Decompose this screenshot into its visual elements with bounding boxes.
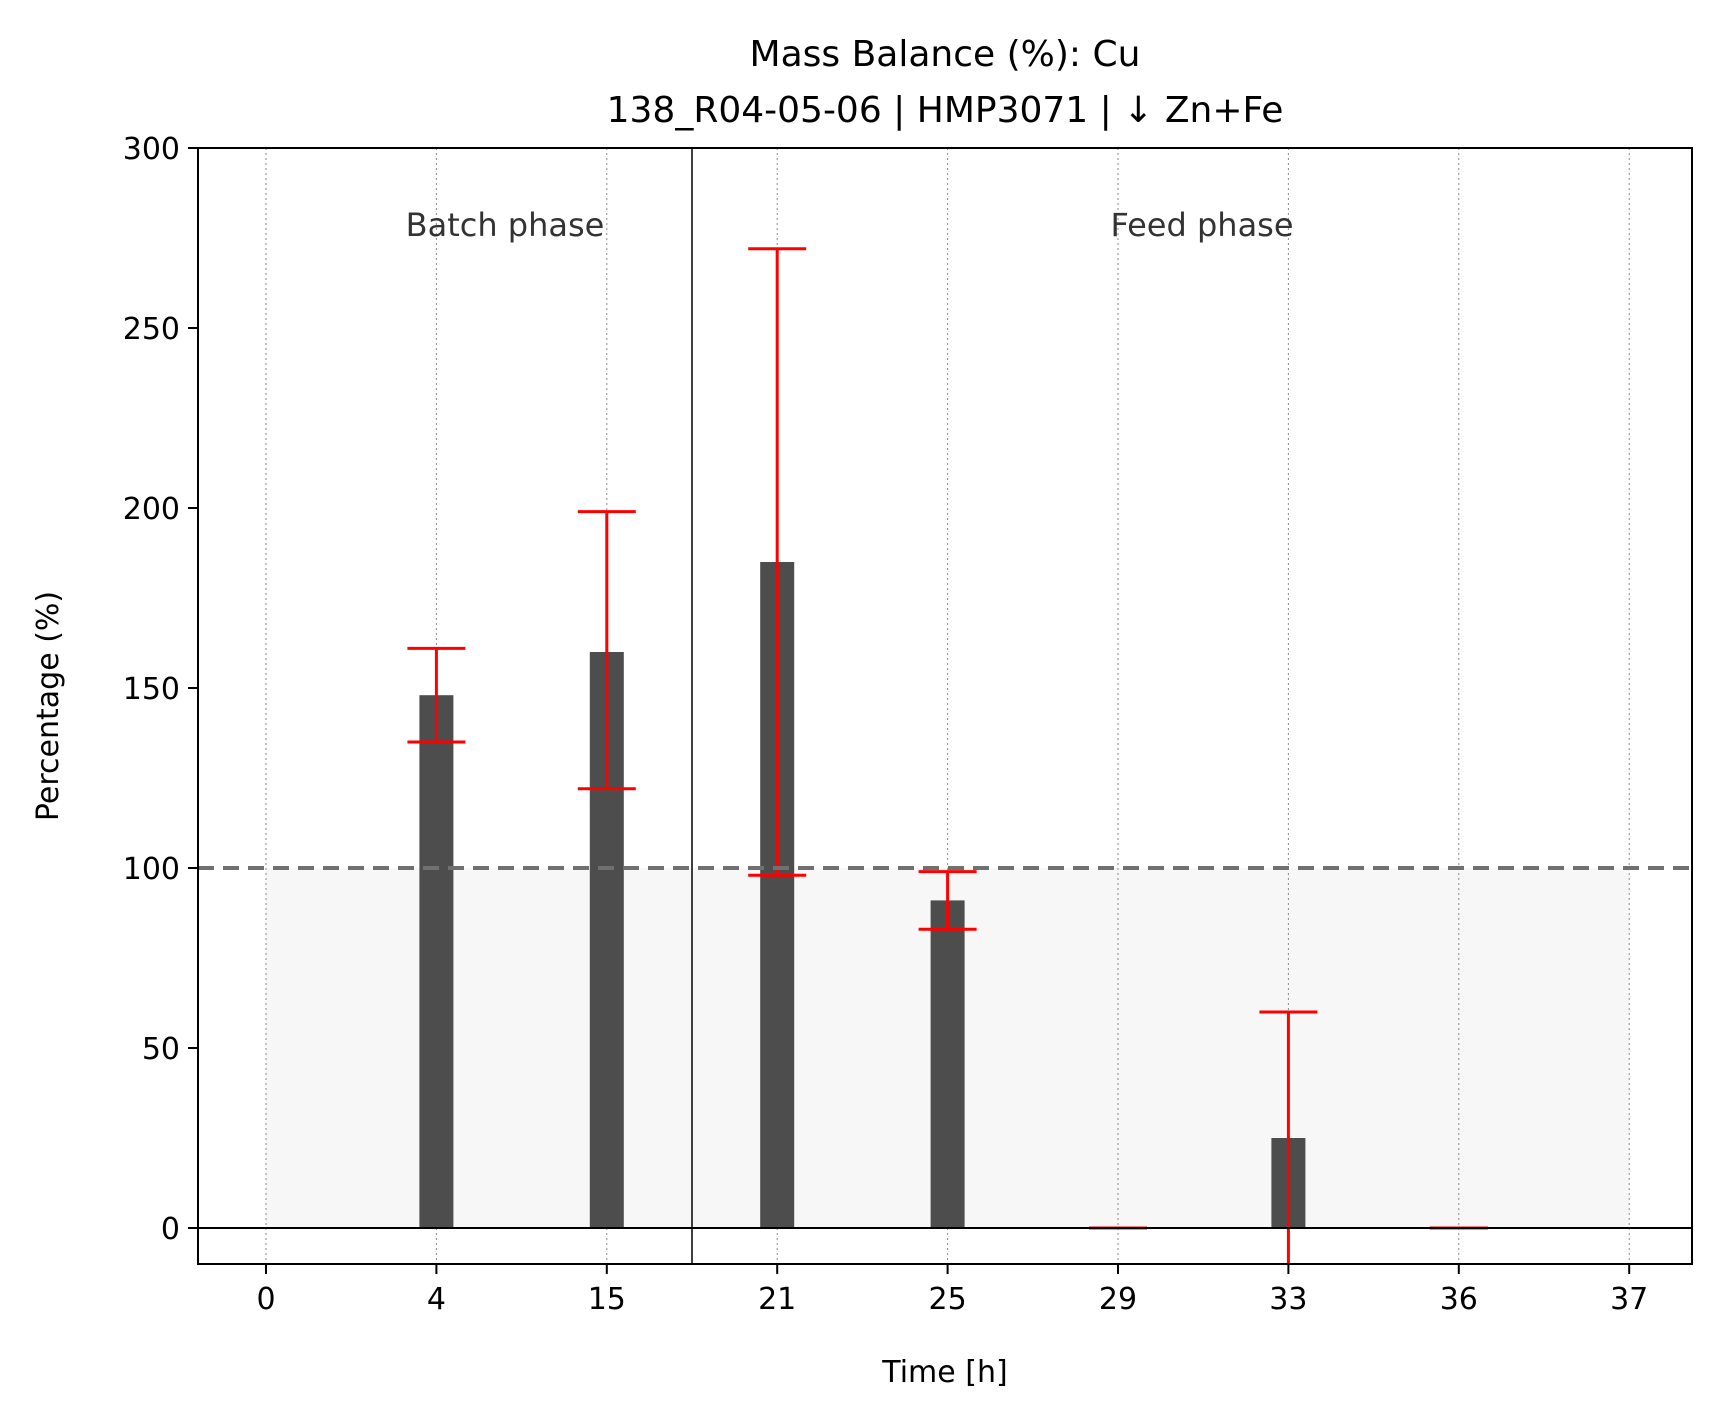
y-tick-label-250: 250 bbox=[123, 312, 180, 347]
y-tick-label-100: 100 bbox=[123, 852, 180, 887]
x-tick-label-36: 36 bbox=[1440, 1282, 1478, 1317]
bar-4 bbox=[419, 695, 454, 1228]
y-tick-label-200: 200 bbox=[123, 492, 180, 527]
x-tick-label-15: 15 bbox=[588, 1282, 626, 1317]
annotation-feed-phase: Feed phase bbox=[1110, 206, 1293, 244]
reference-lines bbox=[198, 148, 1692, 1264]
x-tick-label-4: 4 bbox=[427, 1282, 446, 1317]
y-axis-label: Percentage (%) bbox=[31, 591, 66, 821]
axes-ticks: 0 50 100 150 200 250 300 0 4 15 21 25 29 33 36 37 bbox=[123, 132, 1649, 1317]
y-tick-label-0: 0 bbox=[161, 1212, 180, 1247]
y-tick-label-50: 50 bbox=[142, 1032, 180, 1067]
chart-subtitle: 138_R04-05-06 | HMP3071 | ↓ Zn+Fe bbox=[607, 90, 1284, 131]
x-tick-label-21: 21 bbox=[758, 1282, 796, 1317]
x-tick-label-0: 0 bbox=[256, 1282, 275, 1317]
x-axis-label: Time [h] bbox=[881, 1355, 1007, 1390]
x-tick-label-29: 29 bbox=[1099, 1282, 1137, 1317]
x-tick-label-25: 25 bbox=[929, 1282, 967, 1317]
y-tick-label-150: 150 bbox=[123, 672, 180, 707]
bars bbox=[419, 562, 1306, 1228]
x-tick-label-33: 33 bbox=[1269, 1282, 1307, 1317]
chart-title: Mass Balance (%): Cu bbox=[750, 34, 1141, 75]
y-tick-label-300: 300 bbox=[123, 132, 180, 167]
annotation-batch-phase: Batch phase bbox=[406, 206, 605, 244]
plot-frame bbox=[197, 147, 1693, 1265]
bar-25 bbox=[930, 900, 965, 1228]
x-tick-label-37: 37 bbox=[1610, 1282, 1648, 1317]
